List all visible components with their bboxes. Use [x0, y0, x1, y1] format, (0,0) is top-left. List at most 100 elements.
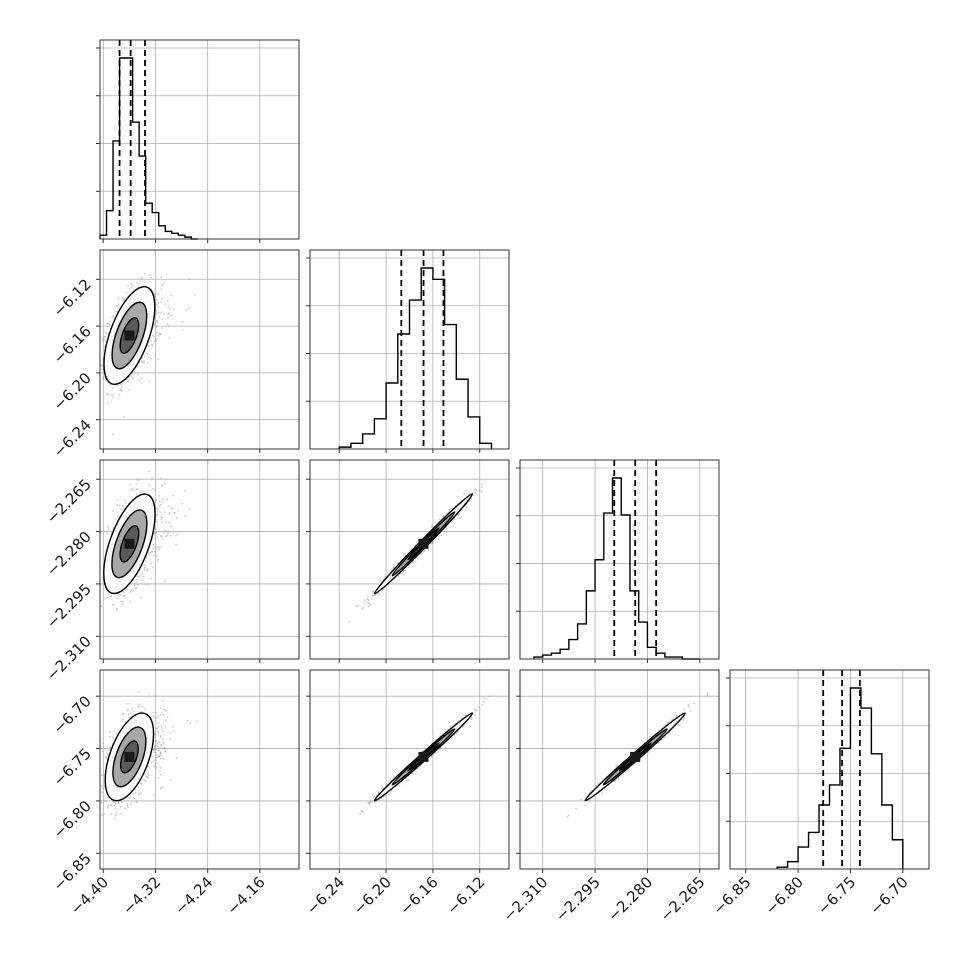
- sample-point: [150, 276, 153, 279]
- sample-point: [416, 541, 418, 543]
- sample-point: [155, 520, 158, 523]
- x-tick-label: −6.70: [866, 873, 911, 918]
- panel-background: [730, 670, 929, 869]
- sample-point: [160, 503, 162, 506]
- sample-point: [161, 501, 164, 504]
- sample-point: [187, 307, 190, 310]
- sample-point: [196, 720, 198, 723]
- sample-point: [132, 710, 135, 713]
- sample-point: [136, 488, 139, 490]
- sample-point: [101, 340, 104, 343]
- sample-point: [152, 749, 155, 751]
- sample-point: [479, 489, 481, 492]
- sample-point: [160, 301, 163, 303]
- sample-point: [170, 525, 173, 528]
- sample-point: [101, 814, 103, 817]
- sample-point: [157, 745, 160, 748]
- sample-point: [120, 600, 123, 603]
- sample-point: [181, 502, 184, 505]
- sample-point: [448, 508, 451, 511]
- sample-point: [121, 600, 124, 603]
- sample-point: [157, 725, 160, 728]
- sample-point: [134, 791, 137, 794]
- sample-point: [105, 332, 108, 335]
- sample-point: [117, 304, 120, 307]
- sample-point: [173, 729, 176, 732]
- sample-point: [114, 807, 117, 810]
- y-tick-label: −6.16: [50, 322, 95, 367]
- sample-point: [140, 596, 142, 599]
- sample-point: [111, 386, 114, 389]
- sample-point: [159, 707, 162, 710]
- sample-point: [100, 364, 103, 366]
- sample-point: [131, 284, 133, 287]
- sample-point: [153, 794, 155, 797]
- sample-point: [186, 719, 189, 722]
- sample-point: [133, 372, 135, 375]
- sample-point: [124, 720, 126, 723]
- sample-point: [154, 290, 157, 292]
- sample-point: [162, 740, 165, 743]
- sample-point: [156, 754, 158, 757]
- sample-point: [172, 532, 175, 535]
- sample-point: [140, 360, 143, 363]
- sample-point: [159, 766, 162, 769]
- y-tick-label: −6.12: [50, 275, 95, 320]
- sample-point: [115, 814, 117, 817]
- scatter-panel: −2.310−2.295−2.280−2.265: [43, 459, 300, 684]
- sample-point: [116, 504, 119, 506]
- sample-point: [115, 733, 117, 735]
- y-tick-label: −2.280: [43, 528, 95, 580]
- sample-point: [115, 518, 117, 521]
- sample-point: [100, 801, 103, 804]
- sample-point: [155, 325, 158, 328]
- sample-point: [161, 786, 164, 789]
- sample-point: [430, 525, 433, 527]
- sample-point: [102, 750, 104, 753]
- sample-point: [159, 770, 161, 773]
- sample-point: [107, 323, 109, 325]
- sample-point: [157, 715, 160, 717]
- sample-point: [160, 518, 163, 521]
- sample-point: [101, 337, 104, 340]
- sample-point: [149, 559, 152, 561]
- sample-point: [164, 750, 167, 753]
- sample-point: [160, 288, 163, 291]
- sample-point: [163, 482, 166, 485]
- sample-point: [149, 280, 152, 283]
- sample-point: [116, 384, 119, 387]
- sample-point: [150, 339, 153, 342]
- sample-point: [166, 534, 169, 537]
- sample-point: [175, 543, 178, 546]
- sample-point: [110, 394, 112, 396]
- sample-point: [155, 739, 158, 742]
- sample-point: [129, 591, 132, 594]
- sample-point: [356, 605, 359, 608]
- sample-point: [160, 311, 162, 314]
- sample-point: [103, 335, 106, 338]
- sample-point: [169, 779, 172, 782]
- sample-point: [404, 569, 407, 572]
- sample-point: [109, 384, 112, 386]
- sample-point: [153, 751, 156, 754]
- sample-point: [127, 380, 129, 383]
- sample-point: [149, 357, 152, 360]
- sample-point: [106, 393, 109, 396]
- sample-point: [157, 545, 160, 548]
- sample-point: [151, 543, 153, 545]
- sample-point: [131, 488, 134, 490]
- sample-point: [159, 333, 162, 336]
- sample-point: [169, 534, 172, 537]
- scatter-panel: −4.40 −4.32 −4.24 −4.16−6.85−6.80−6.75−6.70: [50, 669, 300, 918]
- sample-point: [164, 725, 167, 728]
- sample-point: [117, 594, 120, 597]
- sample-point: [108, 804, 110, 807]
- sample-point: [126, 588, 128, 591]
- sample-point: [103, 813, 105, 816]
- sample-point: [175, 517, 178, 519]
- sample-point: [167, 531, 170, 534]
- histogram-step: [338, 267, 493, 449]
- sample-point: [129, 483, 132, 486]
- sample-point: [146, 569, 149, 572]
- y-tick-label: −2.295: [43, 580, 95, 632]
